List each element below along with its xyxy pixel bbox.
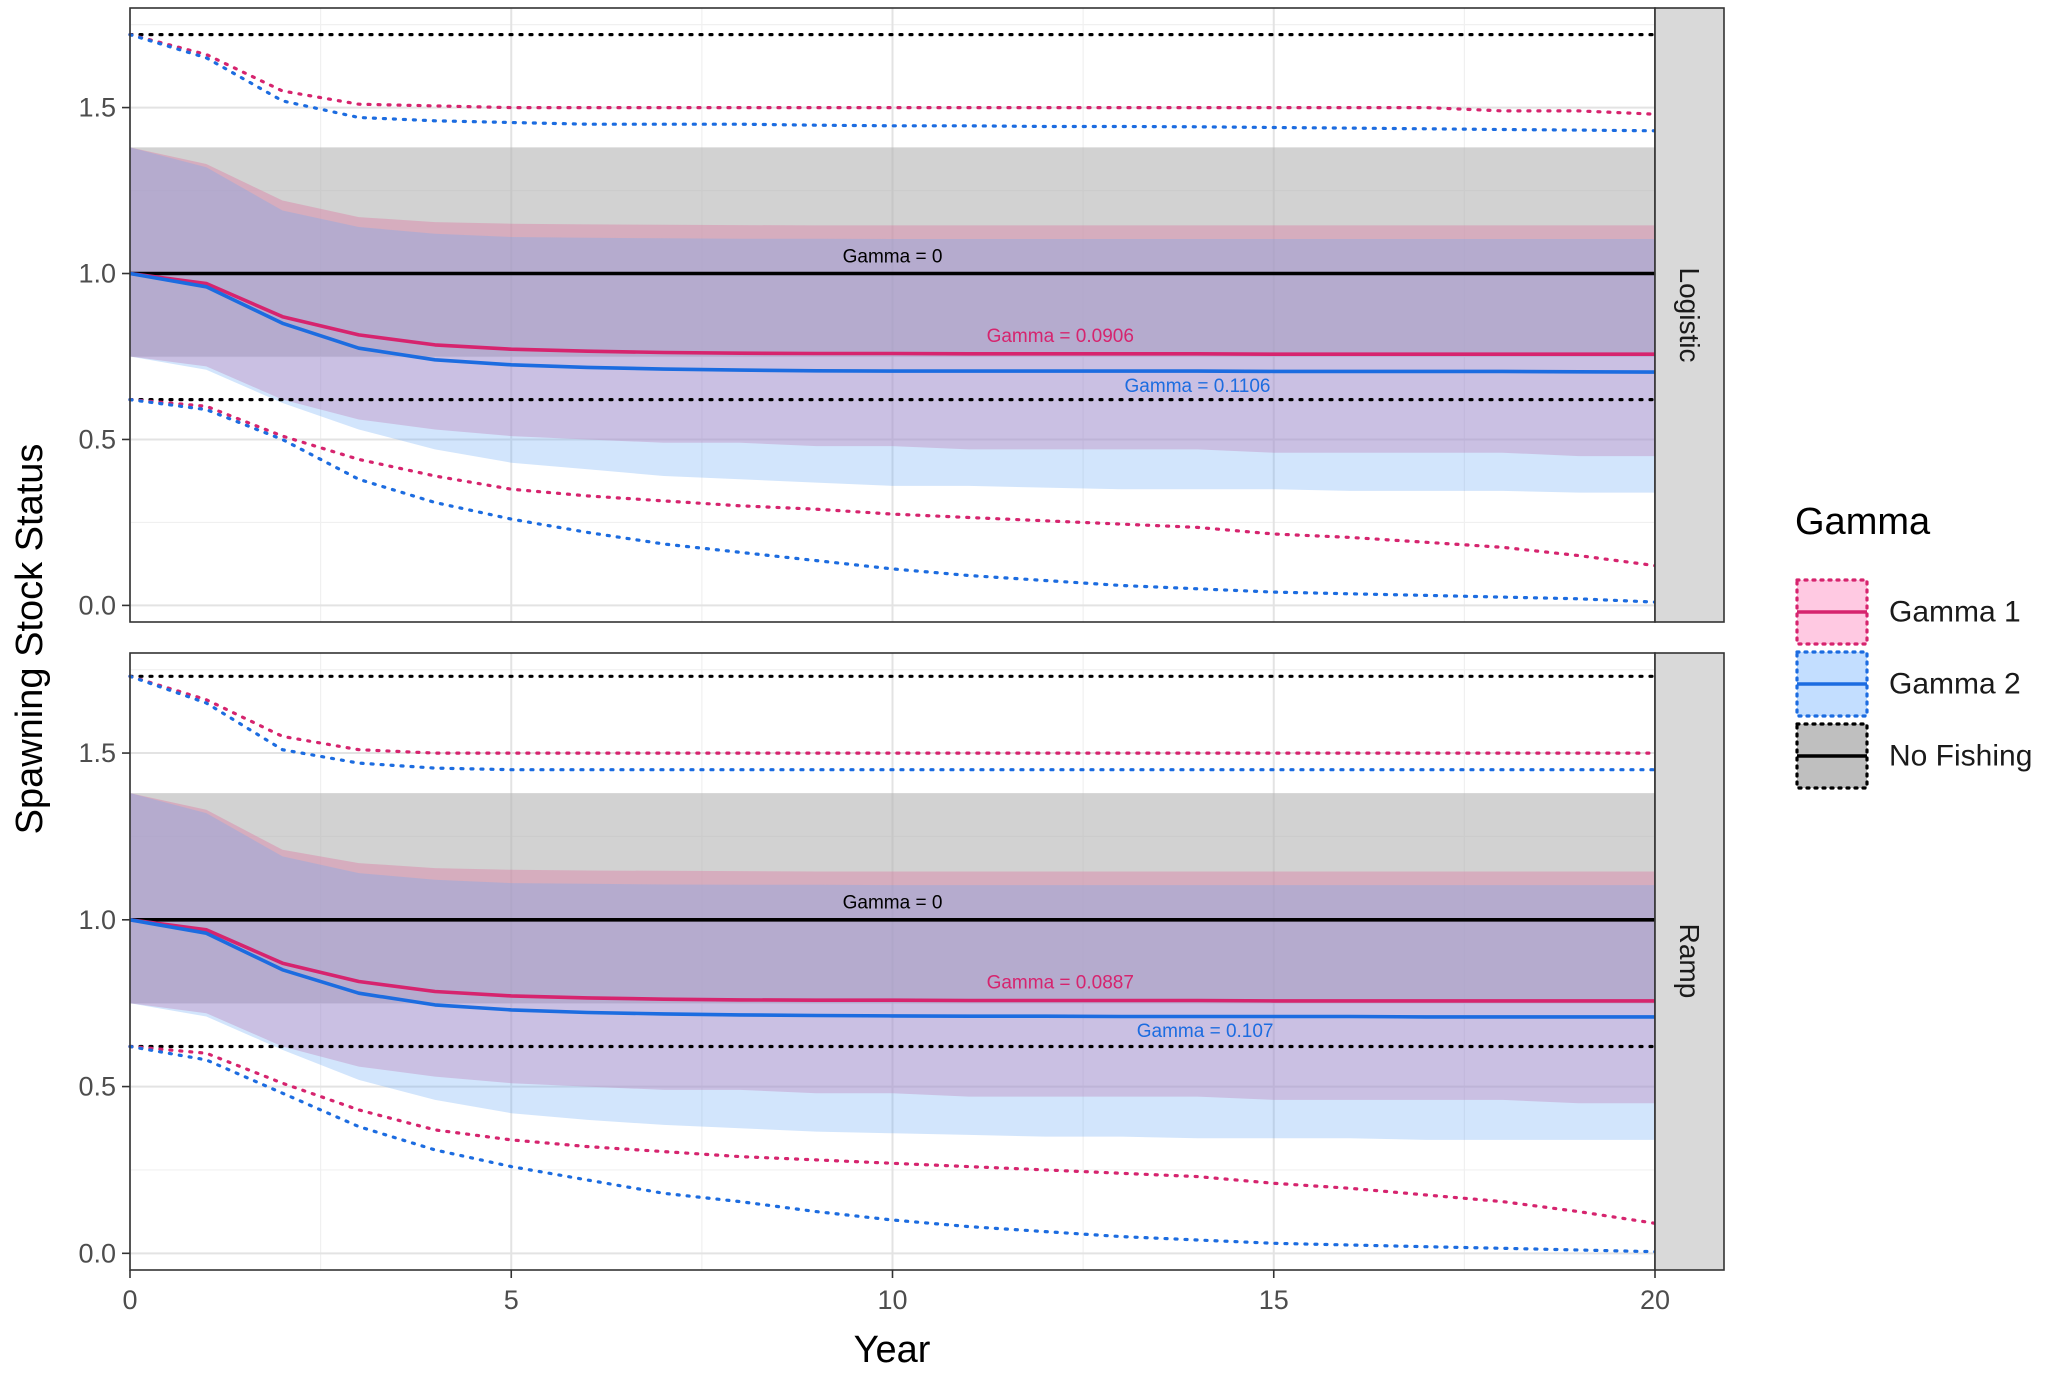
line-gamma-2-dotted-lower <box>128 398 1657 604</box>
line-layer <box>128 674 1657 1254</box>
panel-logistic: Gamma = 0 Gamma = 0.0906 Gamma = 0.1106 … <box>78 7 1725 623</box>
line-gamma-2-dotted-upper <box>128 674 1657 772</box>
y-tick-label: 0.5 <box>78 1072 116 1102</box>
legend-key-gamma-1 <box>1795 578 1869 646</box>
legend-label-gamma-2: Gamma 2 <box>1889 668 2021 701</box>
x-tick-label: 0 <box>122 1285 137 1315</box>
legend-swatch-border <box>1795 722 1869 790</box>
line-gamma-2-dotted-upper <box>128 32 1657 133</box>
band-gamma-2 <box>130 793 1655 1140</box>
strip-background <box>1654 7 1725 623</box>
line-gamma-2-median <box>129 918 1655 1019</box>
y-tick-label: 1.0 <box>78 259 116 289</box>
y-axis: 0.0 0.5 1.0 1.5 <box>78 93 130 620</box>
annotation-gamma-0: Gamma = 0 <box>843 246 943 267</box>
y-tick-label: 0.0 <box>78 1238 116 1268</box>
legend-key-no-fishing <box>1795 722 1869 790</box>
y-tick-label: 0.5 <box>78 424 116 454</box>
x-tick-label: 15 <box>1259 1285 1289 1315</box>
legend-label-gamma-1: Gamma 1 <box>1889 596 2021 629</box>
band-gamma-1 <box>130 793 1655 1104</box>
strip-label: Ramp <box>1674 924 1705 999</box>
x-tick-label: 10 <box>877 1285 907 1315</box>
annotation-gamma-1: Gamma = 0.0887 <box>987 973 1134 994</box>
legend-label-no-fishing: No Fishing <box>1889 740 2032 773</box>
band-no-fishing <box>130 147 1655 357</box>
line-gamma-1-median <box>129 918 1655 1003</box>
x-axis: 0 5 10 15 20 <box>122 1270 1670 1315</box>
x-tick-label: 5 <box>504 1285 519 1315</box>
annotation-gamma-0: Gamma = 0 <box>843 893 943 914</box>
legend-title: Gamma <box>1795 501 1931 543</box>
annotation-layer: Gamma = 0 Gamma = 0.0906 Gamma = 0.1106 <box>843 246 1271 396</box>
annotation-gamma-2: Gamma = 0.1106 <box>1125 376 1271 397</box>
y-tick-label: 1.5 <box>78 93 116 123</box>
line-layer <box>128 32 1657 604</box>
panel-ramp: Gamma = 0 Gamma = 0.0887 Gamma = 0.107 0… <box>78 652 1725 1271</box>
band-layer <box>130 147 1655 493</box>
annotation-gamma-1: Gamma = 0.0906 <box>987 326 1134 347</box>
band-gamma-1 <box>130 147 1655 457</box>
band-layer <box>130 793 1655 1140</box>
legend-key-gamma-2 <box>1795 650 1869 718</box>
band-no-fishing <box>130 793 1655 1004</box>
line-gamma-2-dotted-lower <box>128 1044 1657 1254</box>
strip-background <box>1654 652 1725 1271</box>
annotation-layer: Gamma = 0 Gamma = 0.0887 Gamma = 0.107 <box>843 893 1274 1042</box>
y-tick-label: 0.0 <box>78 590 116 620</box>
line-gamma-1-dotted-upper <box>128 32 1657 116</box>
legend-swatch-border <box>1795 650 1869 718</box>
line-gamma-1-median <box>129 271 1655 357</box>
legend: Gamma Gamma 1 Gamma 2 No Fishing <box>1795 501 2032 790</box>
strip-label: Logistic <box>1674 268 1705 363</box>
line-gamma-2-median <box>129 271 1656 374</box>
y-tick-label: 1.5 <box>78 738 116 768</box>
x-axis-title: Year <box>854 1329 931 1371</box>
annotation-gamma-2: Gamma = 0.107 <box>1137 1021 1274 1042</box>
y-axis-title: Spawning Stock Status <box>9 444 51 835</box>
y-tick-label: 1.0 <box>78 905 116 935</box>
y-axis: 0.0 0.5 1.0 1.5 <box>78 738 130 1268</box>
legend-swatch-border <box>1795 578 1869 646</box>
band-gamma-2 <box>130 147 1655 493</box>
x-tick-label: 20 <box>1640 1285 1670 1315</box>
